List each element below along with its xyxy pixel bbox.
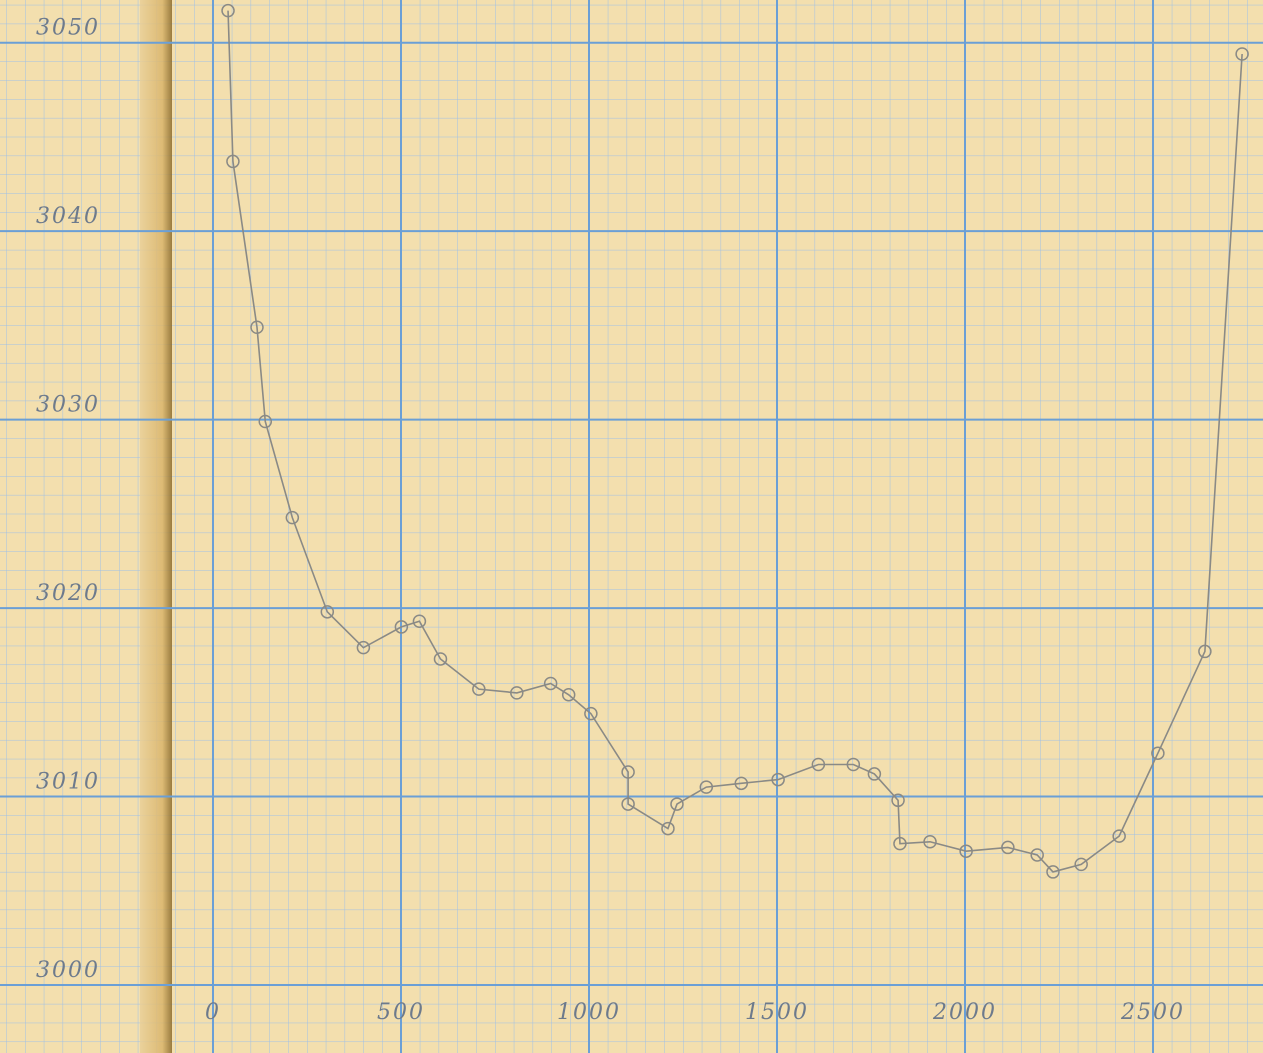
x-tick-label: 1500 xyxy=(745,1000,809,1025)
x-tick-label: 2000 xyxy=(932,1000,997,1025)
x-tick-label: 0 xyxy=(205,1000,221,1025)
x-tick-label: 2500 xyxy=(1120,1000,1185,1025)
y-tick-label: 3040 xyxy=(36,204,100,229)
y-tick-label: 3050 xyxy=(36,16,100,41)
y-tick-label: 3030 xyxy=(36,393,100,418)
x-tick-label: 500 xyxy=(377,1000,425,1025)
minor-grid xyxy=(0,0,1263,1053)
page: {"chart_data": {"type": "line", "x": [40… xyxy=(0,0,1263,1053)
y-tick-label: 3020 xyxy=(36,581,100,606)
x-tick-label: 1000 xyxy=(557,1000,621,1025)
y-tick-label: 3010 xyxy=(36,770,100,795)
y-tick-label: 3000 xyxy=(36,958,100,983)
chart: 3000 3010 3020 3030 3040 3050 0 500 1000 1500 2000… xyxy=(0,0,1263,1053)
binding xyxy=(140,0,172,1053)
